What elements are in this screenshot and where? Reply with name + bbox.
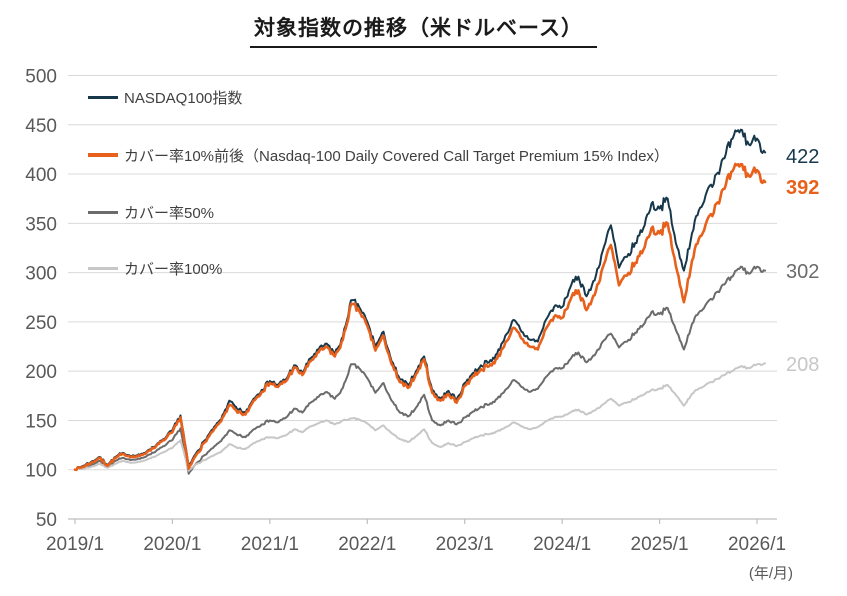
legend-line-swatch-cover10 <box>88 153 118 157</box>
series-line-0 <box>74 128 767 471</box>
legend-item-cover50: カバー率50% <box>88 202 214 222</box>
x-axis: 2019/1 2020/1 2021/1 2022/1 2023/1 2024/1 2025… <box>46 519 786 555</box>
chart-title: 対象指数の推移（米ドルベース） <box>0 12 847 48</box>
x-tick-label: 2020/1 <box>143 534 201 555</box>
x-tick-label: 2026/1 <box>728 534 786 555</box>
series-line-1 <box>73 162 767 472</box>
gridlines: 50 100 150 200 250 300 350 400 450 500 <box>25 67 777 531</box>
y-tick-label: 500 <box>25 67 57 88</box>
end-value-cover50: 302 <box>786 261 820 283</box>
series-line-2 <box>74 265 767 475</box>
x-tick-label: 2025/1 <box>631 534 689 555</box>
y-tick-label: 300 <box>25 264 57 285</box>
y-tick-label: 200 <box>25 362 57 383</box>
y-tick-label: 50 <box>36 510 57 531</box>
y-tick-label: 350 <box>25 214 57 235</box>
legend-label-nasdaq100: NASDAQ100指数 <box>124 89 243 107</box>
legend-item-cover10: カバー率10%前後（Nasdaq-100 Daily Covered Call … <box>88 145 669 165</box>
end-value-nasdaq100: 422 <box>786 146 820 168</box>
chart-title-text: 対象指数の推移（米ドルベース） <box>250 12 597 48</box>
end-value-cover100: 208 <box>786 354 820 376</box>
y-tick-label: 150 <box>25 411 57 432</box>
y-tick-label: 250 <box>25 313 57 334</box>
legend-line-swatch-cover50 <box>88 210 118 214</box>
legend-line-swatch-nasdaq100 <box>88 95 118 99</box>
x-tick-label: 2022/1 <box>338 534 396 555</box>
legend-line-swatch-cover100 <box>88 266 118 270</box>
x-axis-unit-label: (年/月) <box>748 565 793 582</box>
end-value-cover10: 392 <box>786 177 820 199</box>
legend-label-cover100: カバー率100% <box>124 260 223 278</box>
x-tick-label: 2023/1 <box>436 534 494 555</box>
y-tick-label: 100 <box>25 461 57 482</box>
y-tick-label: 400 <box>25 165 57 186</box>
legend-label-cover10: カバー率10%前後（Nasdaq-100 Daily Covered Call … <box>124 147 669 165</box>
y-tick-label: 450 <box>25 116 57 137</box>
series-line-3 <box>74 362 767 472</box>
x-tick-label: 2021/1 <box>241 534 299 555</box>
x-tick-label: 2024/1 <box>533 534 591 555</box>
legend-item-nasdaq100: NASDAQ100指数 <box>88 87 242 107</box>
legend-item-cover100: カバー率100% <box>88 258 222 278</box>
x-tick-label: 2019/1 <box>46 534 104 555</box>
legend-label-cover50: カバー率50% <box>124 204 215 222</box>
